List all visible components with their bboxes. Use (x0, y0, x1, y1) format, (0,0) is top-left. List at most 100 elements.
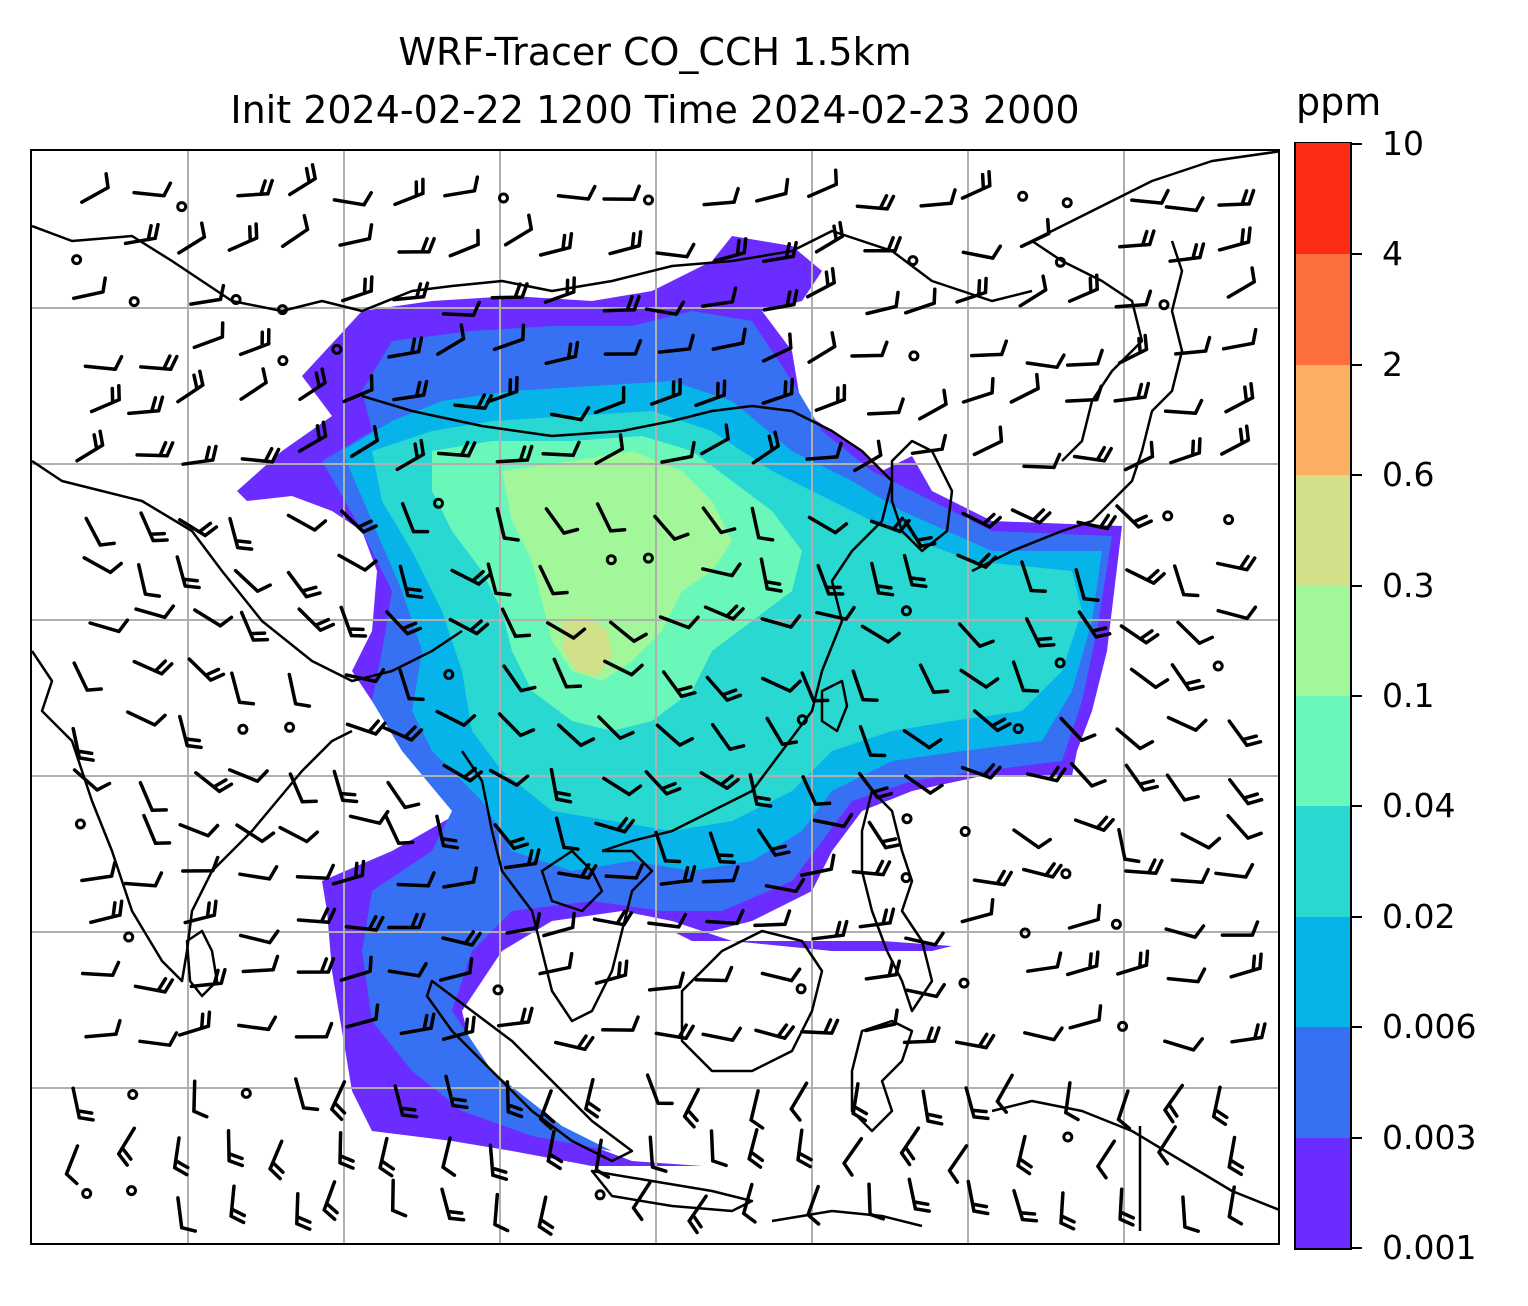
colorbar-segment (1296, 805, 1350, 917)
calm-wind-marker (1054, 657, 1066, 669)
wind-barb (1221, 327, 1258, 351)
wind-barb (1163, 1083, 1185, 1124)
wind-barb (331, 859, 366, 886)
wind-barb (648, 1135, 668, 1173)
wind-barb (72, 661, 103, 692)
wind-barb (701, 562, 742, 578)
wind-barb (1065, 384, 1103, 403)
coastline-sri-lanka (185, 929, 219, 998)
plume-hot (562, 616, 612, 676)
calm-wind-marker (958, 977, 970, 989)
wind-barb (116, 1126, 137, 1167)
calm-wind-marker (284, 721, 296, 733)
wind-barb (593, 386, 626, 415)
wind-barb (504, 848, 541, 870)
wind-barb (608, 230, 643, 256)
wind-barb (592, 909, 634, 927)
wind-barb (960, 763, 1002, 780)
wind-barb (176, 1196, 198, 1233)
wind-barb (1023, 1026, 1064, 1042)
wind-barb (863, 236, 902, 253)
wind-barb (760, 614, 802, 629)
wind-barb (762, 289, 799, 312)
wind-barb (796, 1128, 813, 1169)
wind-barb (815, 605, 856, 621)
wind-barb (1170, 663, 1205, 692)
wind-barb (178, 823, 220, 838)
wind-barb (384, 814, 415, 846)
wind-barb (753, 909, 792, 928)
calm-wind-marker (443, 669, 455, 680)
wind-barb (287, 163, 317, 197)
colorbar-tick (1352, 474, 1362, 477)
calm-wind-marker (1162, 510, 1174, 522)
wind-barb (177, 1010, 212, 1037)
wind-barb (1068, 1004, 1103, 1030)
wind-barb (1072, 445, 1113, 463)
wind-barb (748, 772, 773, 808)
wind-barb (905, 982, 946, 999)
wind-barb (337, 553, 378, 572)
colorbar-tick-label: 0.3 (1382, 565, 1435, 605)
wind-barb (754, 1023, 795, 1040)
wind-barb (601, 1015, 640, 1032)
calm-wind-marker (594, 1189, 606, 1201)
wind-barb (172, 1136, 190, 1177)
wind-barb (332, 191, 373, 207)
wind-barb (866, 397, 905, 416)
wind-barb (1018, 274, 1048, 308)
calm-wind-marker (1060, 868, 1072, 880)
wind-barb (552, 657, 583, 689)
wind-barb (345, 1003, 380, 1029)
coastline-sulawesi (850, 1019, 914, 1133)
wind-barb (132, 181, 173, 198)
wind-barbs (64, 163, 1267, 1236)
wind-barb (322, 1180, 339, 1222)
wind-barb (603, 339, 643, 356)
wind-barb (853, 439, 883, 473)
wind-barb (645, 1073, 674, 1106)
wind-barb (765, 716, 799, 747)
wind-barb (194, 771, 234, 794)
wind-barb (682, 1087, 700, 1129)
wind-barb (230, 671, 256, 706)
wind-barb (538, 231, 574, 257)
colorbar-segment (1296, 695, 1350, 807)
colorbar-tick-label: 0.02 (1382, 896, 1456, 936)
wind-barb (178, 714, 203, 750)
wind-barb (288, 772, 318, 804)
calm-wind-marker (1223, 514, 1235, 526)
colorbar-segment (1296, 474, 1350, 586)
wind-barb (125, 710, 167, 727)
wind-barb (918, 663, 950, 694)
coastline-taiwan (820, 679, 849, 733)
wind-barb (339, 955, 373, 982)
wind-barb (557, 862, 598, 880)
wind-barb (493, 1192, 510, 1233)
colorbar-tick-label: 0.04 (1382, 786, 1456, 826)
wind-barb (1163, 1037, 1204, 1052)
coastline-borneo (680, 929, 824, 1073)
wind-barb (192, 321, 225, 350)
wind-barb (608, 620, 648, 643)
wind-barb (760, 676, 802, 693)
wind-barb (280, 213, 310, 249)
wind-barb (751, 430, 780, 465)
calm-wind-marker (1012, 723, 1024, 735)
colorbar-tick (1352, 695, 1362, 697)
map-panel[interactable] (30, 149, 1280, 1245)
wind-barb (603, 659, 644, 677)
wind-barb (549, 405, 591, 422)
wind-barb (71, 1086, 95, 1122)
wind-barb (1114, 289, 1153, 309)
wind-barb (756, 828, 791, 857)
wind-barb (386, 780, 421, 810)
wind-barb (240, 446, 281, 464)
wind-barb (910, 433, 948, 456)
wind-barb (1230, 1022, 1267, 1044)
wind-barb (904, 931, 945, 947)
wind-barb (134, 604, 176, 620)
colorbar (1294, 142, 1352, 1250)
calm-wind-marker (498, 192, 509, 204)
wind-barb (1227, 1135, 1245, 1177)
